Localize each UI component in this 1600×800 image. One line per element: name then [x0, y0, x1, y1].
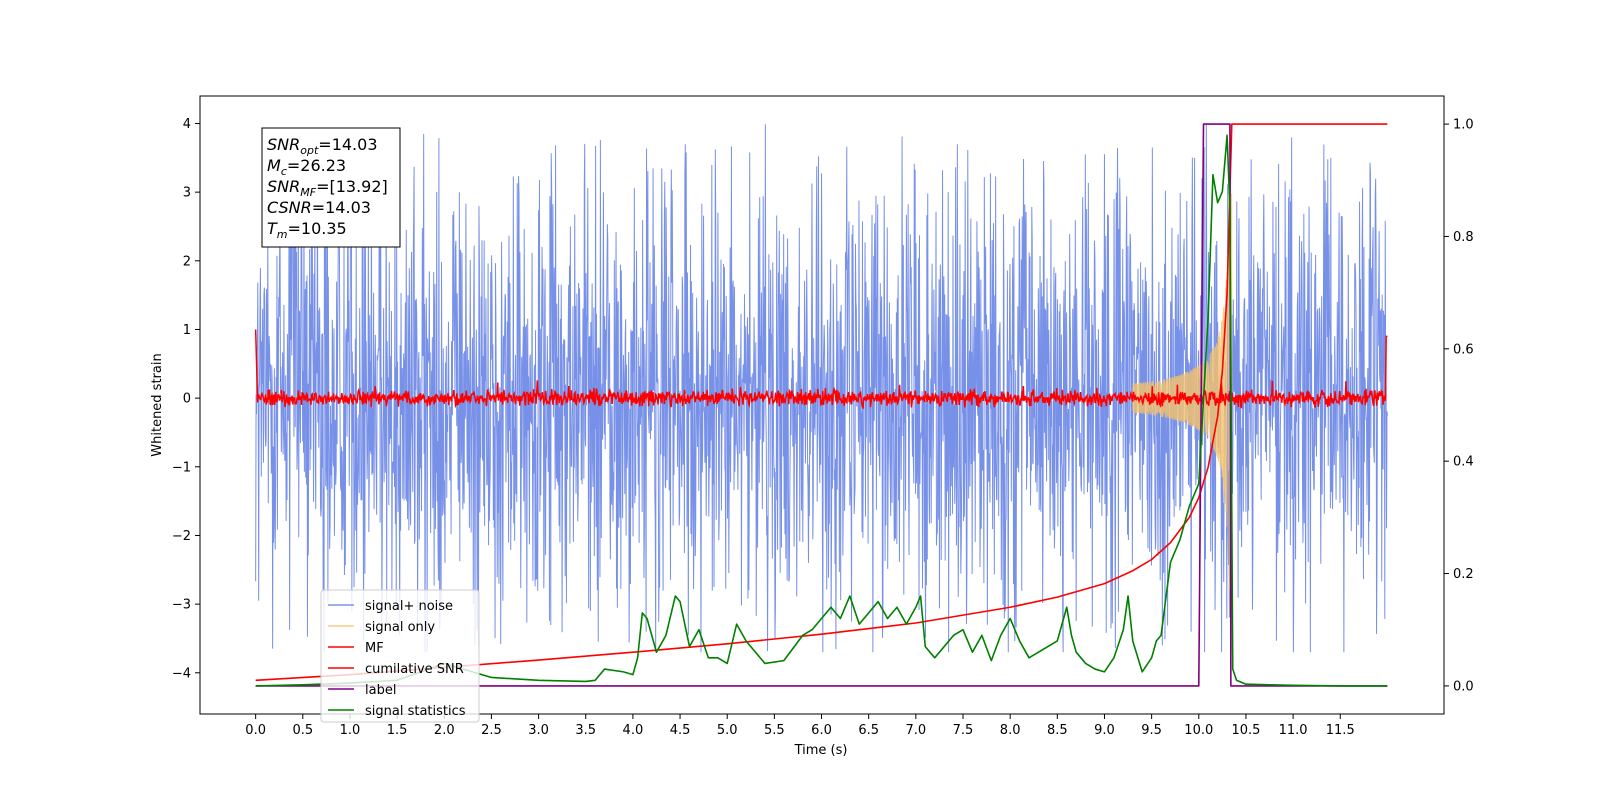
x-tick-label: 6.5 [858, 723, 879, 738]
y-left-tick-label: 2 [183, 254, 191, 269]
y-right-tick-label: 0.4 [1453, 455, 1474, 470]
series-signal-only [1132, 179, 1233, 616]
annotation-box: SNRopt=14.03Mc=26.23SNRMF=[13.92]CSNR=14… [261, 127, 401, 248]
y-left-tick-label: 3 [183, 186, 191, 201]
y-left-tick-label: −3 [172, 598, 191, 613]
y-right-tick-label: 0.0 [1453, 679, 1474, 694]
legend: signal+ noise signal only MF cumilative SNR… [320, 589, 480, 723]
y-right-tick-label: 0.6 [1453, 342, 1474, 357]
annotation-frame [261, 127, 401, 248]
y-axis-left-ticks: 4 3 2 1 0 −1 −2 −3 −4 [172, 117, 200, 681]
x-tick-label: 1.5 [387, 723, 408, 738]
x-tick-label: 4.5 [670, 723, 691, 738]
x-tick-label: 3.0 [528, 723, 549, 738]
x-tick-label: 10.0 [1184, 723, 1213, 738]
x-tick-label: 1.0 [340, 723, 361, 738]
x-axis-label: Time (s) [794, 743, 848, 758]
x-tick-label: 2.0 [434, 723, 455, 738]
annotation-line: SNRMF=[13.92] [267, 177, 388, 199]
y-axis-right-ticks: 1.0 0.8 0.6 0.4 0.2 0.0 [1444, 118, 1474, 694]
legend-entry: signal+ noise [365, 599, 453, 614]
annotation-line: CSNR=14.03 [267, 198, 371, 217]
x-tick-label: 7.5 [953, 723, 974, 738]
annotation-line: Tm=10.35 [267, 219, 347, 241]
x-tick-label: 8.0 [1000, 723, 1021, 738]
x-tick-label: 0.0 [245, 723, 266, 738]
x-tick-label: 6.0 [811, 723, 832, 738]
y-right-tick-label: 1.0 [1453, 118, 1474, 133]
plot-area [254, 123, 1388, 687]
series-cumulative-snr [255, 123, 1388, 682]
x-tick-label: 4.0 [623, 723, 644, 738]
series-label [255, 123, 1388, 687]
x-tick-label: 5.5 [764, 723, 785, 738]
y-right-tick-label: 0.8 [1453, 230, 1474, 245]
x-tick-label: 0.5 [292, 723, 313, 738]
legend-entry: MF [365, 641, 384, 656]
legend-entry: signal statistics [365, 704, 466, 719]
y-axis-left-label: Whitened strain [150, 353, 165, 456]
legend-entry: signal only [365, 620, 435, 635]
y-left-tick-label: −1 [172, 460, 191, 475]
x-tick-label: 8.5 [1047, 723, 1068, 738]
x-tick-label: 10.5 [1231, 723, 1260, 738]
legend-entry: cumilative SNR [365, 662, 464, 677]
x-tick-label: 2.5 [481, 723, 502, 738]
series-signal-statistics [255, 134, 1388, 687]
x-tick-label: 11.0 [1279, 723, 1308, 738]
x-axis-ticks: 0.0 0.5 1.0 1.5 2.0 2.5 3.0 3.5 4.0 4.5 5.0 5.5 6.0 6… [245, 714, 1355, 738]
x-tick-label: 3.5 [575, 723, 596, 738]
x-tick-label: 11.5 [1326, 723, 1355, 738]
x-tick-label: 9.0 [1094, 723, 1115, 738]
annotation-line: SNRopt=14.03 [267, 135, 378, 157]
y-left-tick-label: −2 [172, 529, 191, 544]
y-left-tick-label: 1 [183, 323, 191, 338]
annotation-line: Mc=26.23 [267, 156, 346, 178]
y-right-tick-label: 0.2 [1453, 567, 1474, 582]
x-tick-label: 7.0 [905, 723, 926, 738]
x-tick-label: 5.0 [717, 723, 738, 738]
x-tick-label: 9.5 [1141, 723, 1162, 738]
y-left-tick-label: 4 [183, 117, 191, 132]
y-left-tick-label: 0 [183, 392, 191, 407]
series-mf [254, 329, 1388, 410]
legend-entry: label [365, 683, 396, 698]
legend-frame [320, 589, 480, 723]
y-left-tick-label: −4 [172, 666, 191, 681]
